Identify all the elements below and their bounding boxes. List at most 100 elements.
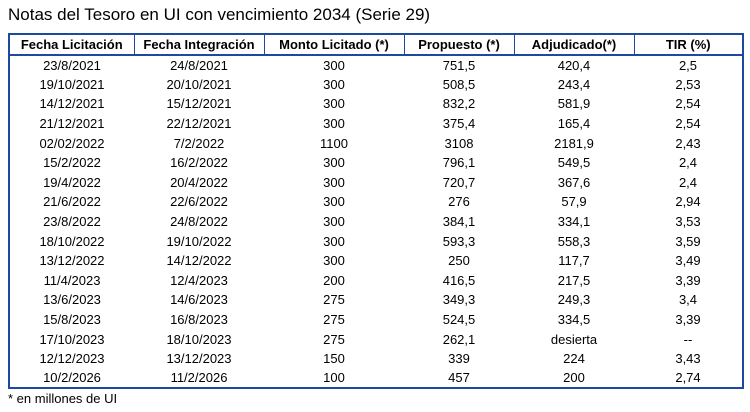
table-cell: 3,39 (675, 272, 701, 288)
table-cell: 18/10/2023 (166, 331, 232, 347)
table-cell: 10/2/2026 (43, 370, 101, 386)
table-cell: 275 (323, 331, 345, 347)
table-row: 15/2/2022 16/2/2022 300 796,1 549,5 2,4 (9, 153, 743, 173)
table-cell: 300 (323, 96, 345, 112)
footnote: * en millones de UI (8, 391, 118, 406)
table-cell: 720,7 (442, 174, 476, 190)
table-cell: 1100 (320, 135, 348, 151)
table-cell: 2,4 (678, 174, 698, 190)
table-cell: 200 (563, 370, 585, 386)
table-cell: 21/12/2021 (39, 116, 105, 132)
table-cell: 12/4/2023 (170, 272, 228, 288)
table-cell: 18/10/2022 (39, 233, 105, 249)
table-cell: 17/10/2023 (39, 331, 105, 347)
column-header: Monto Licitado (*) (263, 34, 404, 56)
table-cell: 558,3 (557, 233, 591, 249)
table-cell: 12/12/2023 (39, 351, 105, 367)
table-cell: 2,53 (675, 76, 701, 92)
table-cell: 15/8/2023 (43, 312, 101, 328)
table-cell: 593,3 (442, 233, 476, 249)
table-cell: desierta (550, 331, 598, 347)
table-cell: 3,4 (678, 292, 698, 308)
treasury-notes-table: Fecha Licitación Fecha Integración Monto L… (8, 33, 744, 390)
table-cell: 581,9 (557, 96, 591, 112)
table-cell: 24/8/2022 (170, 214, 228, 230)
table-cell: 20/10/2021 (166, 76, 232, 92)
table-cell: 508,5 (442, 76, 476, 92)
table-cell: 20/4/2022 (170, 174, 228, 190)
table-cell: 21/6/2022 (43, 194, 101, 210)
table-cell: 117,7 (558, 253, 590, 269)
table-row: 19/4/2022 20/4/2022 300 720,7 367,6 2,4 (9, 173, 743, 193)
table-cell: 23/8/2021 (43, 57, 101, 73)
page-title: Notas del Tesoro en UI con vencimiento 2… (8, 5, 431, 24)
table-cell: 11/4/2023 (43, 272, 101, 288)
table-cell: 22/12/2021 (166, 116, 232, 132)
table-cell: 367,6 (557, 174, 591, 190)
column-header: Adjudicado(*) (513, 34, 634, 56)
table-cell: 416,5 (442, 272, 476, 288)
table-cell: 524,5 (442, 312, 476, 328)
column-header: Fecha Integración (133, 34, 264, 56)
table-cell: 57,9 (561, 194, 587, 210)
table-cell: 22/6/2022 (170, 194, 228, 210)
table-row: 21/12/2021 22/12/2021 300 375,4 165,4 2,54 (9, 114, 743, 134)
table-row: 11/4/2023 12/4/2023 200 416,5 217,5 3,39 (9, 271, 743, 291)
table-cell: 300 (323, 57, 345, 73)
table-row: 23/8/2021 24/8/2021 300 751,5 420,4 2,5 (9, 55, 743, 75)
table-cell: 150 (323, 351, 345, 367)
table-cell: 334,1 (557, 214, 591, 230)
table-cell: 13/12/2023 (166, 351, 232, 367)
table-cell: 3,49 (675, 253, 701, 269)
table-cell: 751,5 (442, 57, 476, 73)
table-row: 12/12/2023 13/12/2023 150 339 224 3,43 (9, 349, 743, 369)
table-cell: 300 (323, 76, 345, 92)
table-cell: 420,4 (557, 57, 591, 73)
table-cell: 300 (323, 214, 345, 230)
table-cell: 349,3 (442, 292, 476, 308)
table-row: 10/2/2026 11/2/2026 100 457 200 2,74 (9, 369, 743, 389)
table-cell: 19/10/2022 (166, 233, 232, 249)
table-cell: 2,54 (675, 96, 701, 112)
table-cell: 3,53 (675, 214, 701, 230)
table-cell: 11/2/2026 (170, 370, 228, 386)
table-cell: 275 (323, 292, 345, 308)
table-cell: -- (683, 331, 693, 347)
table-cell: 2181,9 (554, 135, 594, 151)
table-row: 15/8/2023 16/8/2023 275 524,5 334,5 3,39 (9, 310, 743, 330)
header-row: Fecha Licitación Fecha Integración Monto L… (9, 34, 743, 56)
table-cell: 300 (323, 233, 345, 249)
table-cell: 23/8/2022 (43, 214, 101, 230)
table-cell: 7/2/2022 (173, 135, 225, 151)
table-cell: 224 (563, 351, 585, 367)
table-cell: 384,1 (442, 214, 476, 230)
table-cell: 02/02/2022 (39, 135, 105, 151)
table-cell: 15/2/2022 (43, 155, 101, 171)
table-cell: 165,4 (557, 116, 591, 132)
table-cell: 3,59 (675, 233, 701, 249)
table-cell: 3,39 (675, 312, 701, 328)
table-cell: 2,4 (678, 155, 698, 171)
table-cell: 249,3 (557, 292, 591, 308)
table-cell: 16/8/2023 (170, 312, 228, 328)
table-cell: 300 (323, 116, 345, 132)
table-cell: 796,1 (442, 155, 476, 171)
table-cell: 14/12/2022 (166, 253, 232, 269)
column-header: TIR (%) (633, 34, 743, 56)
table-cell: 2,94 (675, 194, 701, 210)
table-cell: 14/12/2021 (39, 96, 105, 112)
table-cell: 2,43 (675, 135, 701, 151)
table-cell: 3108 (444, 135, 474, 151)
table-cell: 334,5 (557, 312, 591, 328)
table-cell: 300 (323, 155, 345, 171)
table-cell: 549,5 (557, 155, 591, 171)
table-cell: 15/12/2021 (166, 96, 232, 112)
table-cell: 832,2 (442, 96, 476, 112)
treasury-notes-table-container: Fecha Licitación Fecha Integración Monto L… (8, 33, 744, 390)
table-cell: 457 (448, 370, 470, 386)
table-cell: 3,43 (675, 351, 701, 367)
table-cell: 19/10/2021 (39, 76, 105, 92)
table-cell: 100 (323, 370, 345, 386)
table-cell: 2,74 (675, 370, 701, 386)
table-row: 23/8/2022 24/8/2022 300 384,1 334,1 3,53 (9, 212, 743, 232)
